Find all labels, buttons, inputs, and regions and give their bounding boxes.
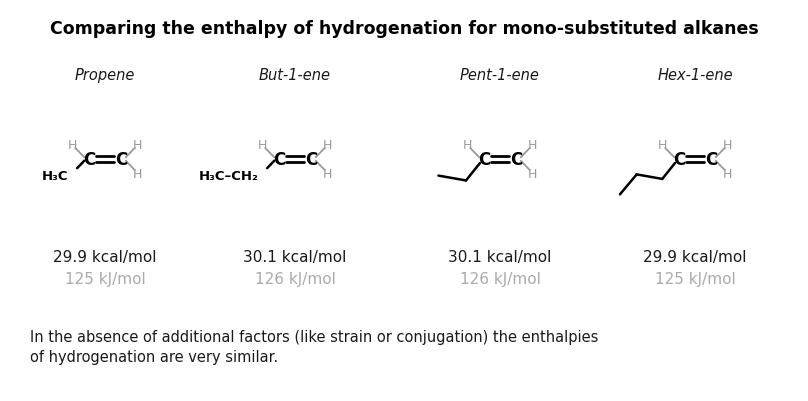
Text: H: H	[462, 139, 472, 152]
Text: H: H	[323, 167, 333, 180]
Text: C: C	[115, 151, 127, 168]
Text: Pent-1-ene: Pent-1-ene	[460, 68, 540, 83]
Text: of hydrogenation are very similar.: of hydrogenation are very similar.	[30, 349, 278, 364]
Text: C: C	[305, 151, 317, 168]
Text: But-1-ene: But-1-ene	[259, 68, 331, 83]
Text: In the absence of additional factors (like strain or conjugation) the enthalpies: In the absence of additional factors (li…	[30, 329, 599, 344]
Text: 29.9 kcal/mol: 29.9 kcal/mol	[53, 249, 157, 264]
Text: H: H	[658, 139, 667, 152]
Text: C: C	[705, 151, 718, 168]
Text: 29.9 kcal/mol: 29.9 kcal/mol	[643, 249, 747, 264]
Text: 126 kJ/mol: 126 kJ/mol	[460, 271, 541, 286]
Text: 30.1 kcal/mol: 30.1 kcal/mol	[448, 249, 552, 264]
Text: H: H	[323, 139, 333, 152]
Text: H: H	[723, 139, 733, 152]
Text: 126 kJ/mol: 126 kJ/mol	[255, 271, 335, 286]
Text: H: H	[528, 167, 537, 180]
Text: H₃C: H₃C	[42, 169, 68, 182]
Text: 125 kJ/mol: 125 kJ/mol	[65, 271, 145, 286]
Text: H: H	[67, 139, 77, 152]
Text: C: C	[273, 151, 285, 168]
Text: C: C	[478, 151, 490, 168]
Text: Propene: Propene	[75, 68, 135, 83]
Text: Comparing the enthalpy of hydrogenation for mono-substituted alkanes: Comparing the enthalpy of hydrogenation …	[49, 20, 759, 38]
Text: H: H	[258, 139, 267, 152]
Text: C: C	[510, 151, 522, 168]
Text: C: C	[673, 151, 685, 168]
Text: H: H	[133, 167, 142, 180]
Text: 125 kJ/mol: 125 kJ/mol	[654, 271, 735, 286]
Text: C: C	[83, 151, 95, 168]
Text: 30.1 kcal/mol: 30.1 kcal/mol	[243, 249, 347, 264]
Text: H: H	[723, 167, 733, 180]
Text: H₃C–CH₂: H₃C–CH₂	[198, 169, 258, 182]
Text: H: H	[528, 139, 537, 152]
Text: H: H	[133, 139, 142, 152]
Text: Hex-1-ene: Hex-1-ene	[657, 68, 733, 83]
